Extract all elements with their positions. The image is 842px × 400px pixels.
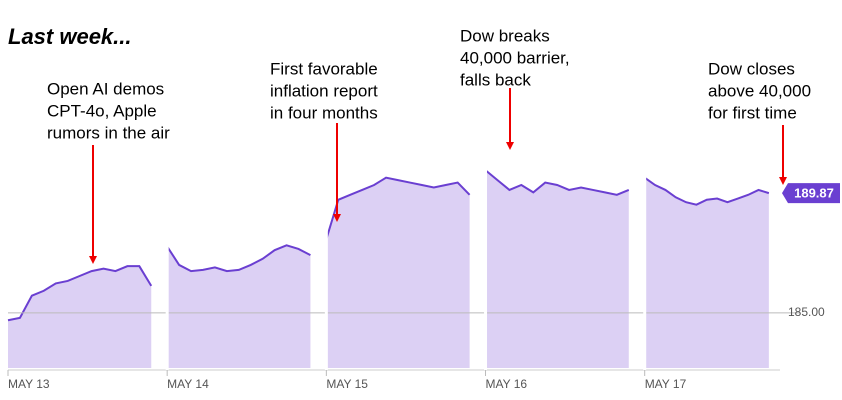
annotation-text: First favorable: [270, 59, 378, 78]
area: [326, 177, 470, 368]
area: [167, 245, 311, 368]
area: [644, 177, 769, 368]
price-line: [166, 244, 311, 273]
area: [8, 266, 152, 368]
annotation-text: CPT-4o, Apple: [47, 101, 157, 120]
price-line: [7, 265, 153, 322]
area: [485, 170, 629, 368]
value-label: 189.87: [794, 186, 834, 201]
annotation-text: inflation report: [270, 81, 378, 100]
chart-title: Last week...: [8, 24, 132, 49]
annotation-text: in four months: [270, 103, 378, 122]
x-tick-label: MAY 16: [486, 377, 528, 391]
x-tick-label: MAY 15: [326, 377, 368, 391]
price-line: [484, 169, 630, 196]
x-tick-label: MAY 17: [645, 377, 687, 391]
annotation-text: Open AI demos: [47, 79, 164, 98]
price-line: [325, 176, 471, 240]
value-badge: [782, 183, 840, 204]
x-tick-label: MAY 13: [8, 377, 50, 391]
annotation-text: Dow breaks: [460, 26, 550, 45]
y-tick-label: 185.00: [788, 305, 825, 319]
annotation-text: Dow closes: [708, 59, 795, 78]
annotation-text: 40,000 barrier,: [460, 48, 570, 67]
x-tick-label: MAY 14: [167, 377, 209, 391]
annotation-text: falls back: [460, 70, 531, 89]
annotation-text: rumors in the air: [47, 123, 170, 142]
annotation-text: above 40,000: [708, 81, 811, 100]
price-line: [644, 176, 770, 206]
annotation-text: for first time: [708, 103, 797, 122]
